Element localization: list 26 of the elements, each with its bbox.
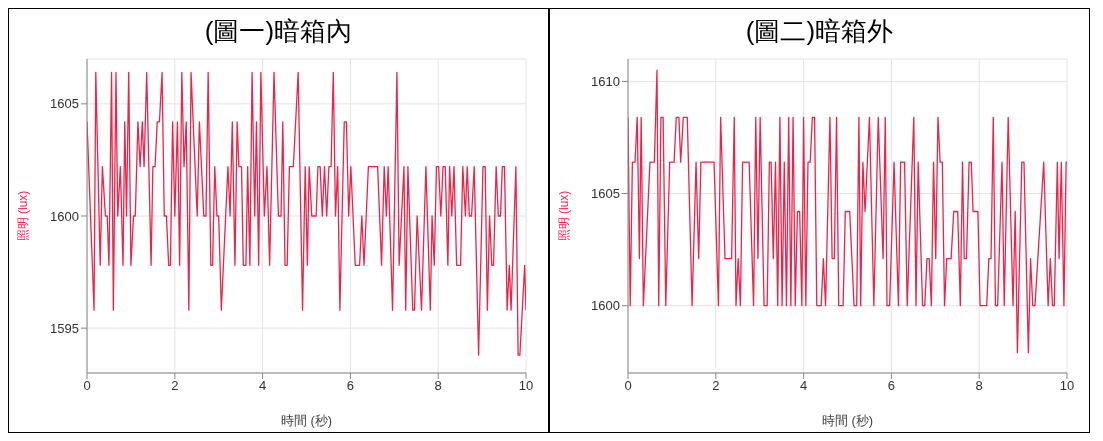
x-axis-title: 時間 (秒) — [821, 413, 874, 428]
chart-title: (圖二)暗箱外 — [744, 15, 895, 48]
y-tick-label: 1610 — [591, 74, 620, 90]
y-axis-title: 照明 (lux) — [557, 190, 572, 242]
x-axis-title: 時間 (秒) — [280, 413, 333, 428]
x-tick-label: 2 — [171, 378, 179, 394]
x-tick-label: 4 — [258, 378, 267, 394]
x-tick-label: 2 — [712, 378, 720, 394]
y-tick-label: 1605 — [591, 186, 620, 202]
x-tick-label: 8 — [434, 378, 442, 394]
y-axis-title: 照明 (lux) — [16, 190, 31, 242]
line-series — [87, 71, 526, 356]
x-tick-label: 0 — [83, 378, 91, 394]
x-tick-label: 8 — [975, 378, 983, 394]
y-tick-label: 1600 — [591, 298, 620, 314]
x-tick-label: 0 — [624, 378, 632, 394]
x-tick-label: 10 — [518, 378, 534, 394]
y-tick-label: 1600 — [50, 208, 79, 224]
x-tick-label: 10 — [1059, 378, 1075, 394]
x-tick-label: 6 — [346, 378, 355, 394]
chart-title: (圖一)暗箱內 — [203, 15, 354, 48]
y-tick-label: 1605 — [50, 96, 79, 112]
x-tick-label: 4 — [799, 378, 808, 394]
y-tick-label: 1595 — [50, 320, 79, 336]
line-series — [628, 69, 1067, 354]
x-tick-label: 6 — [887, 378, 896, 394]
